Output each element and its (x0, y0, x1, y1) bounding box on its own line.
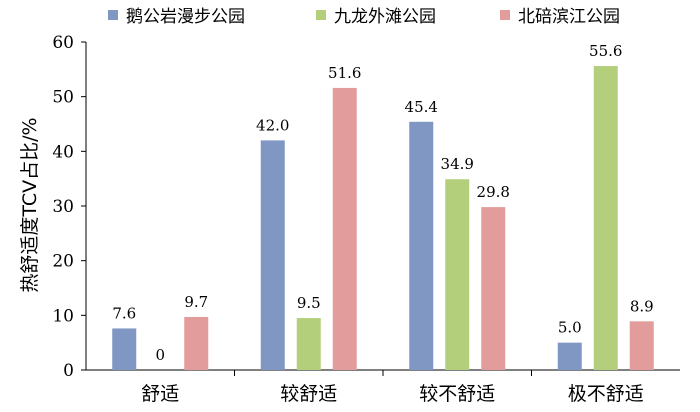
bars (112, 66, 654, 371)
bar (112, 328, 137, 370)
bar (409, 121, 434, 371)
data-label: 45.4 (405, 98, 438, 116)
y-axis-label: 热舒适度TCV占比/% (19, 117, 41, 292)
legend-label: 九龙外滩公园 (334, 7, 436, 27)
y-tick-label: 40 (52, 142, 74, 162)
x-tick-label: 舒适 (141, 383, 179, 405)
legend-label: 北碚滨江公园 (518, 7, 620, 27)
y-tick-label: 20 (52, 252, 74, 272)
x-tick-label: 较不舒适 (419, 383, 495, 405)
legend-swatch (500, 10, 510, 20)
x-tick-label: 极不舒适 (568, 383, 644, 405)
x-tick-label: 较舒适 (280, 383, 337, 405)
y-tick-labels: 0 10 20 30 40 50 60 (52, 33, 74, 381)
data-label: 29.8 (477, 183, 510, 201)
legend: 鹅公岩漫步公园 九龙外滩公园 北碚滨江公园 (108, 7, 620, 27)
x-tick-labels: 舒适 较舒适 较不舒适 极不舒适 (141, 383, 644, 405)
data-label: 55.6 (589, 42, 622, 60)
bar (629, 321, 654, 370)
data-label: 9.5 (297, 294, 321, 312)
legend-swatch (316, 10, 326, 20)
data-label: 51.6 (328, 64, 361, 82)
bar (481, 207, 506, 370)
y-tick-label: 50 (52, 88, 74, 108)
bar (332, 87, 357, 371)
data-label: 5.0 (558, 319, 582, 337)
bar (593, 66, 618, 370)
data-label: 42.0 (256, 116, 289, 134)
bar (260, 140, 285, 370)
bar (445, 179, 470, 370)
bar (184, 316, 209, 370)
value-labels: 7.6 0 9.7 42.0 9.5 51.6 45.4 34.929.8 5.0 55.6 8.9 (112, 42, 653, 364)
y-tick-label: 0 (63, 361, 74, 381)
legend-label: 鹅公岩漫步公园 (126, 7, 245, 27)
legend-swatch (108, 10, 118, 20)
data-label: 9.7 (184, 293, 208, 311)
y-tick-label: 10 (52, 306, 74, 326)
y-tick-label: 30 (52, 197, 74, 217)
axes (81, 41, 680, 376)
y-tick-label: 60 (52, 33, 74, 53)
bar (557, 342, 582, 370)
data-label: 8.9 (630, 297, 654, 315)
bar (296, 318, 321, 370)
data-label: 34.9 (441, 155, 474, 173)
data-label: 0 (155, 346, 165, 364)
data-label: 7.6 (112, 304, 136, 322)
